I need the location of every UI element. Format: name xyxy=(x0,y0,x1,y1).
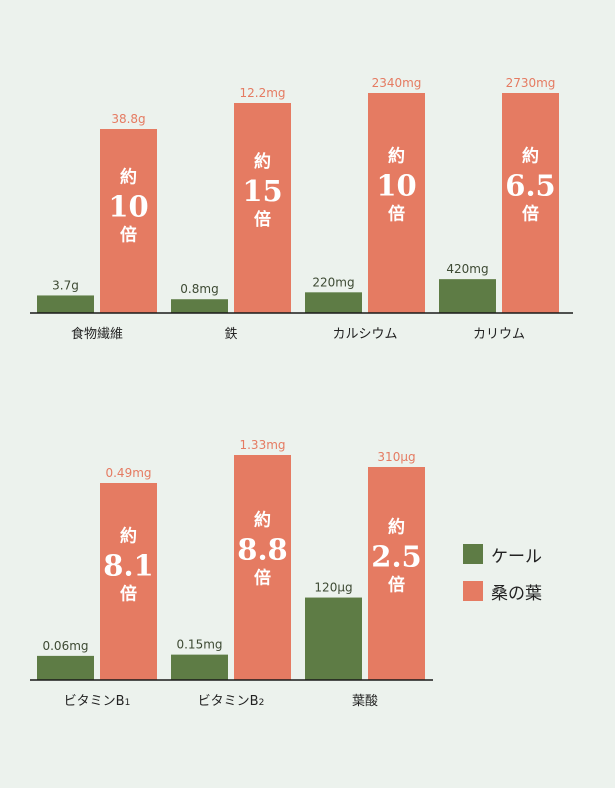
kale-bar-1-0 xyxy=(37,655,94,680)
category-label-0-1: 鉄 xyxy=(224,327,237,342)
mulberry-value-label-0-0: 38.8g xyxy=(111,112,145,126)
mulberry-bar-0-3 xyxy=(502,93,559,313)
legend-kale-label: ケール xyxy=(491,547,542,567)
mulberry-value-label-1-2: 310μg xyxy=(377,450,415,464)
ratio-suffix-0-1: 倍 xyxy=(254,209,271,230)
ratio-prefix-0-0: 約 xyxy=(120,166,137,187)
ratio-suffix-1-0: 倍 xyxy=(120,584,137,605)
mulberry-bar-0-1 xyxy=(234,103,291,313)
mulberry-value-label-0-1: 12.2mg xyxy=(239,86,285,100)
legend-mulberry-swatch xyxy=(463,581,483,601)
kale-value-label-1-0: 0.06mg xyxy=(42,639,88,653)
mulberry-value-label-0-3: 2730mg xyxy=(506,76,556,90)
category-label-0-0: 食物繊維 xyxy=(71,326,123,342)
kale-value-label-1-2: 120μg xyxy=(314,581,352,595)
mulberry-bar-0-0 xyxy=(100,129,157,313)
ratio-prefix-1-2: 約 xyxy=(388,516,405,537)
ratio-number-0-3: 6.5 xyxy=(505,168,555,202)
legend-mulberry-label: 桑の葉 xyxy=(491,584,542,604)
kale-bar-0-1 xyxy=(171,299,228,313)
ratio-suffix-0-3: 倍 xyxy=(522,203,539,224)
kale-bar-0-2 xyxy=(305,292,362,313)
mulberry-bar-1-1 xyxy=(234,455,291,680)
ratio-suffix-1-2: 倍 xyxy=(388,574,405,595)
kale-value-label-0-0: 3.7g xyxy=(52,278,79,292)
kale-bar-1-1 xyxy=(171,654,228,680)
ratio-suffix-0-2: 倍 xyxy=(388,203,405,224)
ratio-number-1-2: 2.5 xyxy=(371,539,421,573)
ratio-number-0-1: 15 xyxy=(242,174,282,208)
kale-value-label-0-3: 420mg xyxy=(446,262,488,276)
ratio-number-0-2: 10 xyxy=(376,168,416,202)
category-label-0-2: カルシウム xyxy=(332,327,397,342)
category-label-0-3: カリウム xyxy=(473,327,525,342)
ratio-suffix-0-0: 倍 xyxy=(120,224,137,245)
ratio-suffix-1-1: 倍 xyxy=(254,568,271,589)
mulberry-bar-1-0 xyxy=(100,483,157,680)
mulberry-bar-0-2 xyxy=(368,93,425,313)
ratio-prefix-0-3: 約 xyxy=(522,145,539,166)
mulberry-value-label-1-0: 0.49mg xyxy=(105,466,151,480)
ratio-number-1-0: 8.1 xyxy=(103,549,153,583)
mulberry-value-label-0-2: 2340mg xyxy=(372,76,422,90)
kale-bar-0-3 xyxy=(439,279,496,313)
legend-kale-swatch xyxy=(463,544,483,564)
mulberry-bar-1-2 xyxy=(368,467,425,680)
category-label-1-2: 葉酸 xyxy=(352,694,378,709)
kale-value-label-0-1: 0.8mg xyxy=(180,282,218,296)
ratio-number-1-1: 8.8 xyxy=(237,533,287,567)
ratio-prefix-1-0: 約 xyxy=(120,526,137,547)
category-label-1-1: ビタミンB2 xyxy=(198,694,265,709)
ratio-prefix-0-1: 約 xyxy=(254,151,271,172)
category-label-1-0: ビタミンB1 xyxy=(64,694,131,709)
kale-value-label-1-1: 0.15mg xyxy=(176,638,222,652)
mulberry-value-label-1-1: 1.33mg xyxy=(239,438,285,452)
ratio-prefix-0-2: 約 xyxy=(388,145,405,166)
ratio-prefix-1-1: 約 xyxy=(254,510,271,531)
kale-value-label-0-2: 220mg xyxy=(312,275,354,289)
kale-bar-0-0 xyxy=(37,295,94,313)
ratio-number-0-0: 10 xyxy=(108,189,148,223)
kale-bar-1-2 xyxy=(305,597,362,680)
